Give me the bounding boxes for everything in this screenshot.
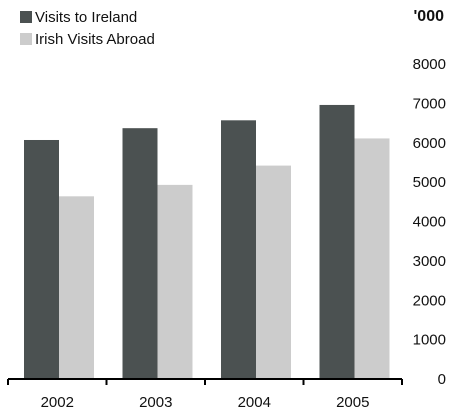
y-tick-label-6000: 6000 bbox=[413, 135, 446, 152]
legend-swatch-visits-to-ireland bbox=[20, 11, 32, 23]
legend-label-irish-visits-abroad: Irish Visits Abroad bbox=[35, 30, 155, 48]
y-tick-label-3000: 3000 bbox=[413, 253, 446, 270]
x-tick-label-2005: 2005 bbox=[336, 394, 369, 410]
y-tick-label-8000: 8000 bbox=[413, 56, 446, 73]
x-tick-label-2004: 2004 bbox=[238, 394, 271, 410]
bar-irish-visits-abroad-2002 bbox=[59, 196, 94, 379]
legend-item-irish-visits-abroad: Irish Visits Abroad bbox=[20, 28, 155, 50]
y-tick-label-7000: 7000 bbox=[413, 95, 446, 112]
legend-label-visits-to-ireland: Visits to Ireland bbox=[35, 8, 138, 26]
y-axis-unit-label: '000 bbox=[413, 8, 445, 25]
bar-visits-to-ireland-2004 bbox=[221, 120, 256, 380]
legend: Visits to Ireland Irish Visits Abroad bbox=[20, 6, 155, 50]
bar-irish-visits-abroad-2005 bbox=[354, 138, 390, 379]
bar-visits-to-ireland-2005 bbox=[319, 104, 355, 379]
legend-item-visits-to-ireland: Visits to Ireland bbox=[20, 6, 155, 28]
x-tick-label-2003: 2003 bbox=[139, 394, 172, 410]
legend-swatch-irish-visits-abroad bbox=[20, 33, 32, 45]
bar-visits-to-ireland-2003 bbox=[122, 128, 158, 379]
y-tick-label-4000: 4000 bbox=[413, 214, 446, 231]
y-tick-label-1000: 1000 bbox=[413, 332, 446, 349]
y-tick-label-5000: 5000 bbox=[413, 174, 446, 191]
y-tick-label-2000: 2000 bbox=[413, 292, 446, 309]
x-tick-label-2002: 2002 bbox=[41, 394, 74, 410]
y-tick-label-0: 0 bbox=[438, 371, 446, 388]
bar-visits-to-ireland-2002 bbox=[24, 139, 59, 379]
bar-irish-visits-abroad-2003 bbox=[157, 184, 193, 379]
bar-irish-visits-abroad-2004 bbox=[256, 165, 291, 379]
